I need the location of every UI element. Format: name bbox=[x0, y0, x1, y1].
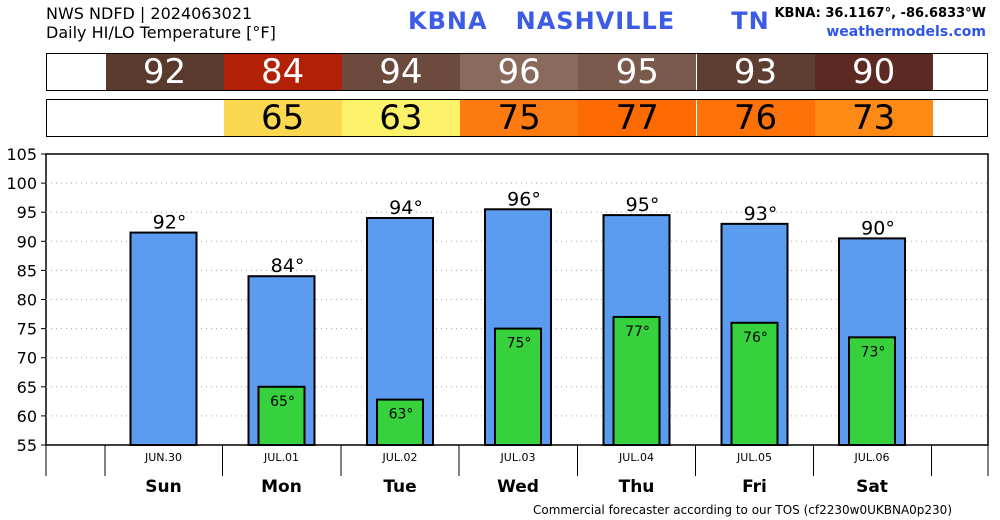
high-temp-bar bbox=[129, 231, 198, 446]
low-temp-strip: 65 63 75 77 76 73 bbox=[46, 99, 988, 137]
date-label: JUL.01 bbox=[263, 451, 299, 464]
day-label: Mon bbox=[261, 477, 302, 497]
site-link[interactable]: weathermodels.com bbox=[826, 24, 986, 40]
high-temp-label: 94° bbox=[389, 197, 423, 219]
y-tick-label: 95 bbox=[17, 203, 37, 222]
low-temp-cell: 65 bbox=[223, 100, 342, 136]
y-tick-label: 105 bbox=[6, 145, 37, 164]
date-label: JUL.05 bbox=[736, 451, 772, 464]
chart-header: NWS NDFD | 2024063021 Daily HI/LO Temper… bbox=[46, 4, 276, 42]
high-temp-label: 93° bbox=[744, 203, 778, 225]
y-tick-label: 55 bbox=[17, 436, 37, 455]
low-temp-label: 73° bbox=[861, 344, 886, 360]
coords-block: KBNA: 36.1167°, -86.6833°W weathermodels… bbox=[774, 5, 986, 41]
high-temp-strip: 92 84 94 96 95 93 90 bbox=[46, 53, 988, 91]
day-label: Sun bbox=[145, 477, 181, 497]
y-tick-label: 90 bbox=[17, 232, 37, 251]
low-temp-label: 75° bbox=[507, 336, 532, 352]
high-temp-label: 84° bbox=[271, 255, 305, 277]
y-tick-label: 85 bbox=[17, 261, 37, 280]
date-label: JUN.30 bbox=[144, 451, 182, 464]
footer-note: Commercial forecaster according to our T… bbox=[532, 503, 952, 517]
low-temp-bar bbox=[612, 315, 661, 446]
day-label: Sat bbox=[856, 477, 888, 497]
low-temp-label: 77° bbox=[625, 324, 650, 340]
low-temp-label: 63° bbox=[389, 407, 414, 423]
y-tick-label: 100 bbox=[6, 174, 37, 193]
low-temp-cell: 76 bbox=[696, 100, 815, 136]
high-temp-cell: 95 bbox=[578, 54, 697, 90]
y-tick-label: 60 bbox=[17, 407, 37, 426]
high-temp-label: 90° bbox=[861, 217, 895, 239]
low-temp-cell: 77 bbox=[578, 100, 697, 136]
high-temp-label: 92° bbox=[153, 212, 187, 234]
date-label: JUL.03 bbox=[500, 451, 536, 464]
low-temp-cell: 75 bbox=[460, 100, 579, 136]
high-temp-cell: 92 bbox=[105, 54, 224, 90]
date-label: JUL.04 bbox=[618, 451, 654, 464]
source-line: NWS NDFD | 2024063021 bbox=[46, 4, 253, 23]
low-temp-bar bbox=[494, 327, 542, 447]
low-temp-cell: 73 bbox=[814, 100, 933, 136]
date-label: JUL.02 bbox=[382, 451, 418, 464]
high-temp-cell: 90 bbox=[814, 54, 933, 90]
high-temp-cell: 94 bbox=[341, 54, 460, 90]
day-label: Fri bbox=[742, 477, 767, 497]
y-tick-label: 80 bbox=[17, 291, 37, 310]
y-tick-label: 75 bbox=[17, 320, 37, 339]
y-tick-label: 65 bbox=[17, 378, 37, 397]
date-label: JUL.06 bbox=[854, 451, 890, 464]
high-temp-cell: 93 bbox=[696, 54, 815, 90]
chart-title: Daily HI/LO Temperature [°F] bbox=[46, 23, 276, 42]
low-temp-bar bbox=[376, 398, 424, 447]
low-temp-cell bbox=[105, 100, 224, 136]
high-temp-label: 96° bbox=[507, 188, 541, 210]
high-temp-label: 95° bbox=[626, 194, 660, 216]
day-label: Thu bbox=[619, 477, 655, 497]
high-temp-cell: 96 bbox=[460, 54, 579, 90]
low-temp-label: 76° bbox=[743, 330, 768, 346]
low-temp-bar bbox=[257, 385, 306, 446]
y-tick-label: 70 bbox=[17, 349, 37, 368]
low-temp-cell: 63 bbox=[341, 100, 460, 136]
coords-text: KBNA: 36.1167°, -86.6833°W bbox=[774, 6, 986, 21]
day-label: Wed bbox=[497, 477, 539, 497]
low-temp-bar bbox=[730, 321, 779, 446]
high-temp-cell: 84 bbox=[223, 54, 342, 90]
station-title: KBNA NASHVILLE TN bbox=[408, 7, 770, 35]
day-label: Tue bbox=[383, 477, 416, 497]
low-temp-label: 65° bbox=[270, 394, 295, 410]
low-temp-bar bbox=[848, 336, 896, 446]
